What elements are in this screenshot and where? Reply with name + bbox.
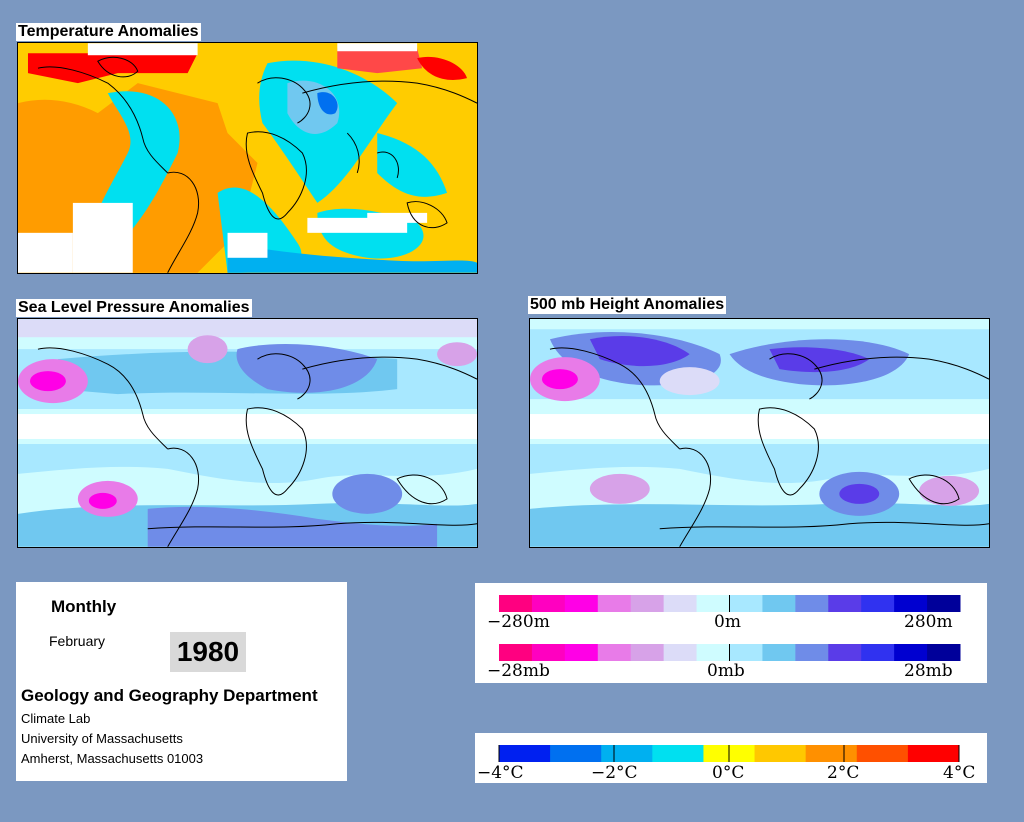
period-label: Monthly — [51, 597, 117, 616]
height-scale-swatch — [597, 595, 632, 612]
pressure-scale-swatch — [861, 644, 895, 661]
info-panel: Monthly February 1980 Geology and Geogra… — [16, 582, 347, 781]
address-line: University of Massachusetts — [21, 731, 183, 746]
temperature-scale-swatch — [601, 745, 653, 762]
height-scale-swatch — [795, 595, 829, 612]
height-scale-swatch — [927, 595, 961, 612]
height-scale-swatch — [499, 595, 533, 612]
pressure-scale-swatch — [828, 644, 862, 661]
temperature-scale-swatch — [907, 745, 960, 762]
temperature-color-legend: −4°C −2°C 0°C 2°C 4°C — [475, 733, 987, 783]
temperature-tick-label: 0°C — [712, 763, 745, 783]
pressure-scale-swatch — [762, 644, 796, 661]
temperature-scale-swatch — [754, 745, 807, 762]
temperature-scale-swatch — [550, 745, 602, 762]
temperature-scale-swatch — [652, 745, 704, 762]
height-scale-swatch — [531, 595, 566, 612]
month-label: February — [49, 633, 106, 649]
temperature-tick-label: 2°C — [827, 763, 860, 783]
height-scale-swatch — [729, 595, 763, 612]
slp-map-title: Sea Level Pressure Anomalies — [16, 299, 252, 317]
height-min-label: −280m — [487, 612, 550, 632]
pressure-scale-swatch — [729, 644, 763, 661]
anomaly-scale-bars — [499, 595, 961, 661]
pressure-scale-swatch — [630, 644, 665, 661]
pressure-scale-swatch — [696, 644, 730, 661]
pressure-scale-swatch — [531, 644, 566, 661]
temperature-tick-label: −2°C — [591, 763, 638, 783]
height-scale-swatch — [630, 595, 665, 612]
temperature-anomaly-map — [17, 42, 478, 274]
temperature-scale-bar — [498, 745, 960, 762]
height-scale-swatch — [564, 595, 599, 612]
address-line: Climate Lab — [21, 711, 91, 726]
temperature-scale-swatch — [805, 745, 858, 762]
slp-anomaly-map — [17, 318, 478, 548]
pressure-mid-label: 0mb — [707, 661, 745, 681]
height-mid-label: 0m — [714, 612, 741, 632]
height-anomaly-map — [529, 318, 990, 548]
temperature-scale-swatch — [856, 745, 909, 762]
height-map-graphic — [530, 319, 989, 547]
height-color-bar — [499, 595, 961, 612]
height-scale-swatch — [762, 595, 796, 612]
temperature-tick-label: −4°C — [477, 763, 524, 783]
pressure-scale-swatch — [795, 644, 829, 661]
height-map-title: 500 mb Height Anomalies — [528, 296, 727, 314]
pressure-color-bar — [499, 644, 961, 661]
height-max-label: 280m — [904, 612, 953, 632]
temperature-scale-swatch — [499, 745, 551, 762]
pressure-scale-swatch — [597, 644, 632, 661]
slp-map-graphic — [18, 319, 477, 547]
pressure-scale-swatch — [564, 644, 599, 661]
pressure-scale-swatch — [499, 644, 533, 661]
pressure-scale-swatch — [894, 644, 928, 661]
pressure-scale-swatch — [663, 644, 698, 661]
pressure-scale-swatch — [927, 644, 961, 661]
year-label: 1980 — [170, 632, 246, 672]
height-scale-swatch — [861, 595, 895, 612]
height-scale-swatch — [696, 595, 730, 612]
height-scale-swatch — [894, 595, 928, 612]
temperature-tick-label: 4°C — [943, 763, 976, 783]
pressure-min-label: −28mb — [487, 661, 550, 681]
temperature-map-graphic — [18, 43, 477, 273]
temperature-map-title: Temperature Anomalies — [16, 23, 201, 41]
department-name: Geology and Geography Department — [21, 686, 318, 705]
pressure-max-label: 28mb — [904, 661, 953, 681]
anomaly-color-legend: −280m 0m 280m −28mb 0mb 28mb — [475, 583, 987, 683]
height-scale-swatch — [828, 595, 862, 612]
address-line: Amherst, Massachusetts 01003 — [21, 751, 204, 766]
temperature-color-bar — [498, 745, 960, 762]
height-scale-swatch — [663, 595, 698, 612]
